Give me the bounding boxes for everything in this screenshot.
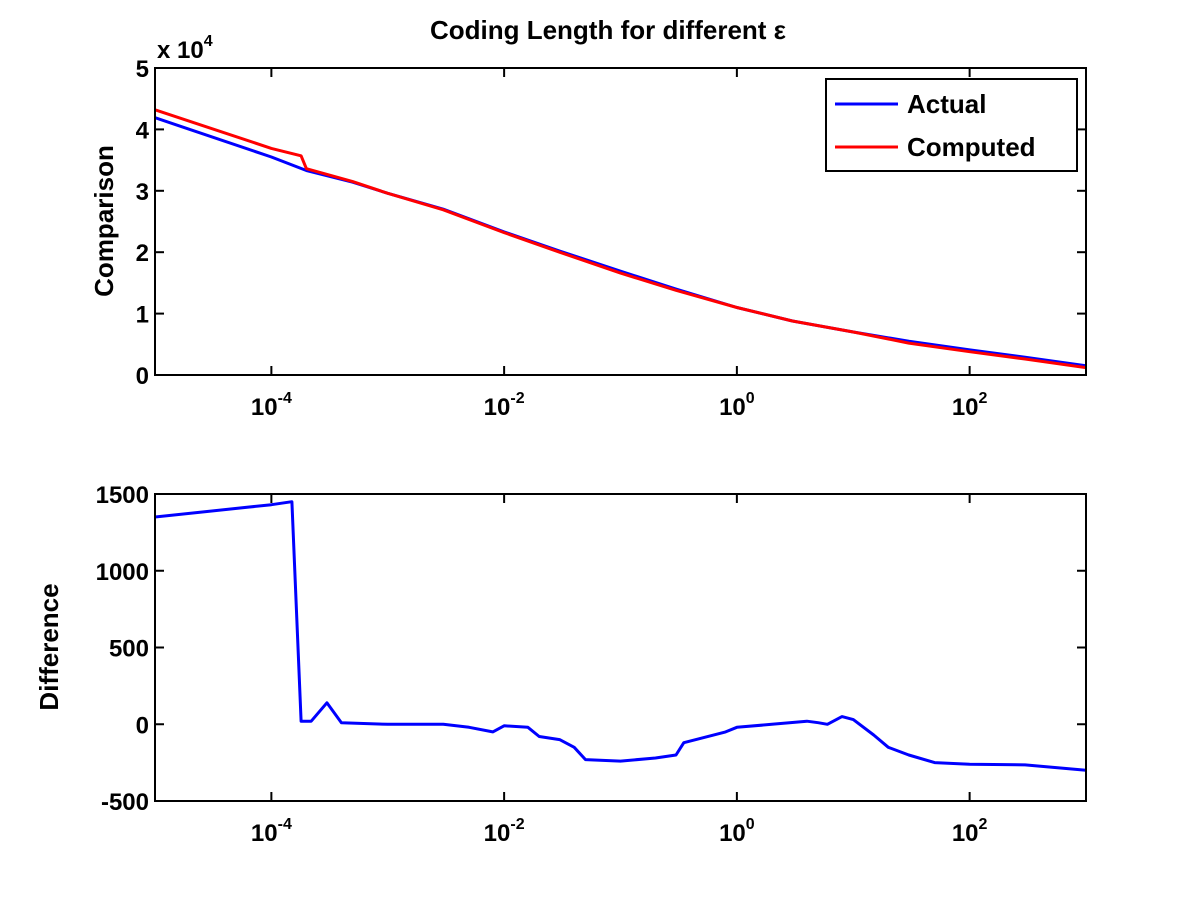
x-tick-base: 10 xyxy=(251,820,278,847)
x-tick-label: 10-4 xyxy=(251,390,292,421)
x-tick-label: 10-2 xyxy=(484,390,525,421)
y-tick-label: 500 xyxy=(109,636,149,663)
legend: Actual Computed xyxy=(825,78,1078,172)
x-tick-exponent: 2 xyxy=(979,816,988,833)
x-tick-base: 10 xyxy=(952,394,979,421)
x-tick-label: 10-4 xyxy=(251,816,292,847)
x-tick-label: 100 xyxy=(719,816,755,847)
x-tick-exponent: -4 xyxy=(278,390,292,407)
x-tick-base: 10 xyxy=(719,820,746,847)
difference-ylabel: Difference xyxy=(34,583,64,710)
x-tick-base: 10 xyxy=(484,820,511,847)
x-tick-exponent: 0 xyxy=(746,816,755,833)
y-tick-label: 0 xyxy=(136,363,149,390)
x-tick-exponent: 0 xyxy=(746,390,755,407)
x-tick-label: 100 xyxy=(719,390,755,421)
x-tick-exponent: -2 xyxy=(510,816,524,833)
y-tick-label: 1500 xyxy=(96,482,149,509)
y-tick-label: 5 xyxy=(136,56,149,83)
chart-title: Coding Length for different ε xyxy=(430,15,786,45)
x-tick-exponent: 2 xyxy=(979,390,988,407)
comparison-axes-box xyxy=(154,67,1087,376)
y-tick-label: 1 xyxy=(136,302,149,329)
y-multiplier-prefix: x 10 xyxy=(157,37,204,64)
difference-plot-area xyxy=(155,494,1086,801)
computed-series-line xyxy=(155,108,1086,370)
y-multiplier-exponent: 4 xyxy=(204,33,213,50)
y-tick-label: 0 xyxy=(136,712,149,739)
difference-series-line xyxy=(155,500,1086,772)
comparison-series xyxy=(155,108,1086,370)
x-tick-base: 10 xyxy=(251,394,278,421)
comparison-ylabel: Comparison xyxy=(89,145,119,297)
x-tick-base: 10 xyxy=(719,394,746,421)
legend-label-actual: Actual xyxy=(907,89,986,119)
legend-box xyxy=(825,78,1078,172)
y-tick-label: 1000 xyxy=(96,559,149,586)
legend-label-computed: Computed xyxy=(907,132,1036,162)
x-tick-base: 10 xyxy=(484,394,511,421)
x-tick-label: 102 xyxy=(952,816,988,847)
x-tick-label: 102 xyxy=(952,390,988,421)
x-tick-label: 10-2 xyxy=(484,816,525,847)
y-tick-label: 2 xyxy=(136,240,149,267)
difference-axes-box xyxy=(154,493,1087,802)
x-tick-exponent: -4 xyxy=(278,816,292,833)
x-tick-exponent: -2 xyxy=(510,390,524,407)
y-tick-label: 3 xyxy=(136,179,149,206)
difference-series xyxy=(155,500,1086,772)
x-tick-base: 10 xyxy=(952,820,979,847)
y-tick-label: 4 xyxy=(136,117,150,144)
y-tick-label: -500 xyxy=(101,789,149,816)
y-multiplier-label: x 104 xyxy=(157,33,213,64)
